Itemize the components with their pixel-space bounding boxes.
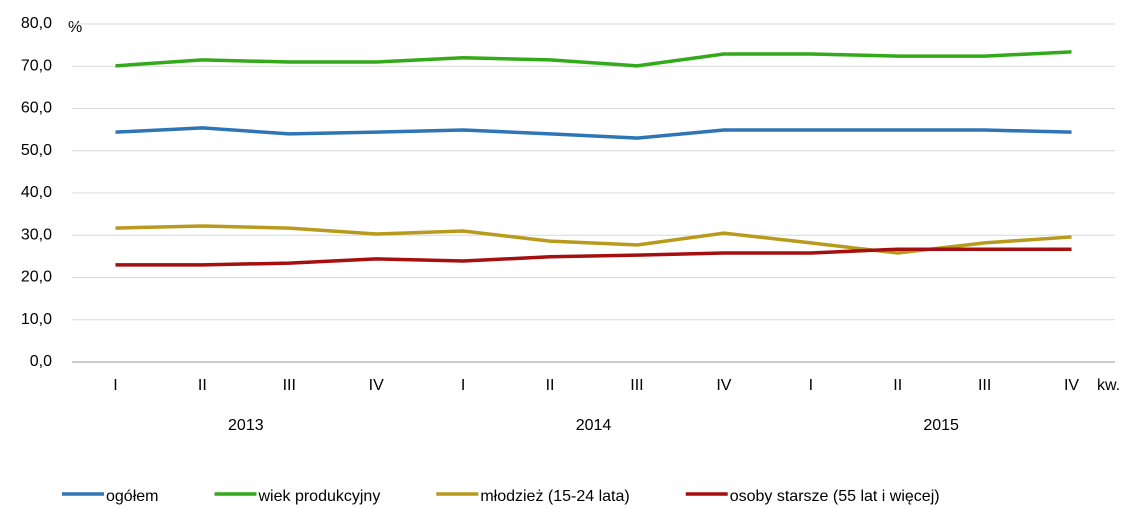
year-label: 2013 — [228, 417, 264, 434]
x-tick-label: IV — [716, 377, 731, 394]
series-line — [115, 247, 1072, 267]
unit-label: % — [68, 19, 82, 36]
x-tick-label: III — [283, 377, 296, 394]
y-tick-label: 50,0 — [21, 142, 52, 159]
x-tick-label: II — [198, 377, 207, 394]
y-tick-label: 30,0 — [21, 226, 52, 243]
y-tick-label: 40,0 — [21, 184, 52, 201]
y-tick-label: 20,0 — [21, 269, 52, 286]
legend-label: ogółem — [106, 488, 158, 505]
legend-label: młodzież (15-24 lata) — [480, 488, 629, 505]
x-axis-label: kw. — [1097, 377, 1120, 394]
y-tick-label: 10,0 — [21, 311, 52, 328]
x-tick-label: IV — [1064, 377, 1079, 394]
x-tick-label: I — [113, 377, 117, 394]
series-line — [115, 50, 1072, 68]
legend-label: osoby starsze (55 lat i więcej) — [730, 488, 940, 505]
x-tick-label: III — [630, 377, 643, 394]
y-tick-label: 60,0 — [21, 100, 52, 117]
x-tick-label: IV — [369, 377, 384, 394]
x-tick-label: III — [978, 377, 991, 394]
legend-label: wiek produkcyjny — [257, 488, 380, 505]
y-tick-label: 0,0 — [30, 353, 52, 370]
y-tick-label: 80,0 — [21, 15, 52, 32]
x-tick-label: II — [893, 377, 902, 394]
x-tick-label: I — [461, 377, 465, 394]
year-label: 2015 — [923, 417, 959, 434]
x-tick-label: I — [809, 377, 813, 394]
y-tick-label: 70,0 — [21, 57, 52, 74]
x-tick-label: II — [546, 377, 555, 394]
year-label: 2014 — [576, 417, 612, 434]
series-line — [115, 224, 1072, 255]
series-line — [115, 126, 1072, 140]
